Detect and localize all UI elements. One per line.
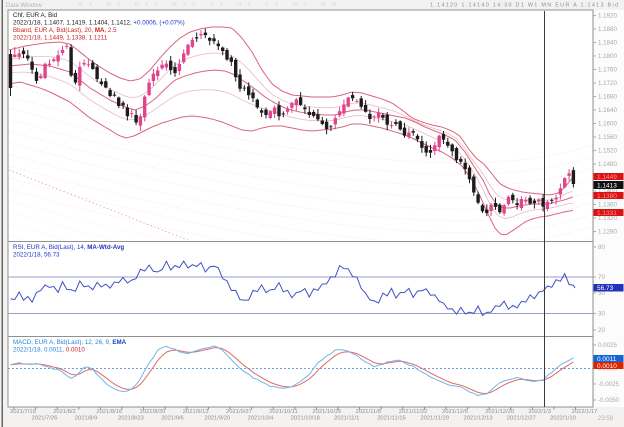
svg-text:2021/10/4: 2021/10/4 — [248, 416, 275, 422]
svg-text:2022/1/10: 2022/1/10 — [550, 416, 576, 422]
svg-text:2021/11/15: 2021/11/15 — [377, 416, 406, 422]
svg-text:1.1280: 1.1280 — [598, 229, 617, 236]
svg-text:1.1400: 1.1400 — [598, 188, 617, 195]
svg-text:2022/1/3: 2022/1/3 — [528, 409, 551, 415]
svg-text:2021/8/23: 2021/8/23 — [118, 416, 144, 422]
svg-text:2021/8/2: 2021/8/2 — [53, 409, 76, 415]
svg-text:56.73: 56.73 — [597, 285, 614, 292]
svg-text:1.1331: 1.1331 — [597, 210, 617, 217]
svg-text:0.0025: 0.0025 — [598, 342, 617, 349]
svg-text:2022/1/18, 0.0011, 0.0010: 2022/1/18, 0.0011, 0.0010 — [13, 347, 85, 354]
svg-text:2021/9/6: 2021/9/6 — [161, 416, 184, 422]
svg-text:2022/1/17: 2022/1/17 — [572, 409, 598, 415]
svg-text:2021/10/11: 2021/10/11 — [269, 409, 298, 415]
svg-text:1.1320: 1.1320 — [598, 215, 617, 222]
svg-text:1.1480: 1.1480 — [598, 161, 617, 168]
svg-text:1.1413: 1.1413 — [597, 182, 617, 189]
svg-text:1.1600: 1.1600 — [598, 121, 617, 128]
svg-text:1.1760: 1.1760 — [598, 67, 617, 74]
svg-text:Bband, EUR A, Bid(Last), 20, M: Bband, EUR A, Bid(Last), 20, MA, 2.5 — [13, 27, 117, 34]
svg-text:2021/8/30: 2021/8/30 — [140, 409, 166, 415]
svg-text:70: 70 — [598, 274, 605, 281]
svg-text:80: 80 — [598, 244, 605, 251]
svg-text:2021/11/8: 2021/11/8 — [356, 409, 381, 415]
svg-text:2022/1/18, 1.1449, 1.1338, 1.1: 2022/1/18, 1.1449, 1.1338, 1.1211 — [13, 35, 108, 42]
svg-text:1.1449: 1.1449 — [597, 174, 617, 181]
svg-text:-0.0050: -0.0050 — [598, 397, 620, 404]
svg-text:RSI, EUR A, Bid(Last), 14, MA-: RSI, EUR A, Bid(Last), 14, MA-Wtd-Avg — [13, 244, 124, 251]
svg-text:1.1560: 1.1560 — [598, 134, 617, 141]
svg-text:2021/12/20: 2021/12/20 — [485, 409, 514, 415]
svg-text:2022/1/18, 1.1407, 1.1419, 1.1: 2022/1/18, 1.1407, 1.1419, 1.1404, 1.141… — [13, 20, 185, 27]
svg-text:2021/12/6: 2021/12/6 — [442, 409, 468, 415]
svg-text:1.1680: 1.1680 — [598, 94, 617, 101]
svg-text:2021/10/25: 2021/10/25 — [312, 409, 341, 415]
svg-text:2021/10/18: 2021/10/18 — [291, 416, 320, 422]
svg-text:Data Window: Data Window — [6, 3, 42, 9]
svg-text:-0.0025: -0.0025 — [598, 381, 620, 388]
svg-text:2022/1/18, 56.73: 2022/1/18, 56.73 — [13, 252, 60, 259]
svg-text:2021/11/29: 2021/11/29 — [420, 416, 449, 422]
svg-text:1.1880: 1.1880 — [598, 26, 617, 33]
svg-text:1.1800: 1.1800 — [598, 53, 617, 60]
svg-text:50: 50 — [598, 290, 605, 297]
svg-text:2021/9/27: 2021/9/27 — [226, 409, 252, 415]
svg-text:1.1640: 1.1640 — [598, 107, 617, 114]
svg-text:2021/8/9: 2021/8/9 — [75, 416, 98, 422]
svg-text:23:59: 23:59 — [598, 416, 614, 422]
svg-text:20: 20 — [598, 327, 605, 334]
svg-text:2021/12/13: 2021/12/13 — [464, 416, 493, 422]
svg-text:1.1520: 1.1520 — [598, 148, 617, 155]
svg-text:2021/9/20: 2021/9/20 — [204, 416, 230, 422]
svg-text:1.1920: 1.1920 — [598, 13, 617, 20]
svg-text:0.0011: 0.0011 — [597, 356, 617, 363]
svg-text:Chf, EUR A, Bid: Chf, EUR A, Bid — [13, 12, 58, 19]
svg-text:1.1840: 1.1840 — [598, 40, 617, 47]
svg-text:2021/7/19: 2021/7/19 — [10, 409, 36, 415]
svg-text:2021/12/27: 2021/12/27 — [507, 416, 536, 422]
svg-text:1.1380: 1.1380 — [597, 193, 617, 200]
svg-text:2021/9/13: 2021/9/13 — [183, 409, 209, 415]
svg-text:2021/11/1: 2021/11/1 — [334, 416, 359, 422]
svg-text:2021/11/22: 2021/11/22 — [399, 409, 428, 415]
svg-text:0.0010: 0.0010 — [597, 363, 617, 370]
svg-text:1.1720: 1.1720 — [598, 80, 617, 87]
svg-text:2021/7/26: 2021/7/26 — [32, 416, 58, 422]
svg-text:MACD, EUR A, Bid(Last), 12, 26: MACD, EUR A, Bid(Last), 12, 26, 9, EMA — [13, 339, 127, 346]
svg-text:2021/8/16: 2021/8/16 — [96, 409, 122, 415]
svg-text:1.1360: 1.1360 — [598, 202, 617, 209]
svg-text:30: 30 — [598, 311, 605, 318]
